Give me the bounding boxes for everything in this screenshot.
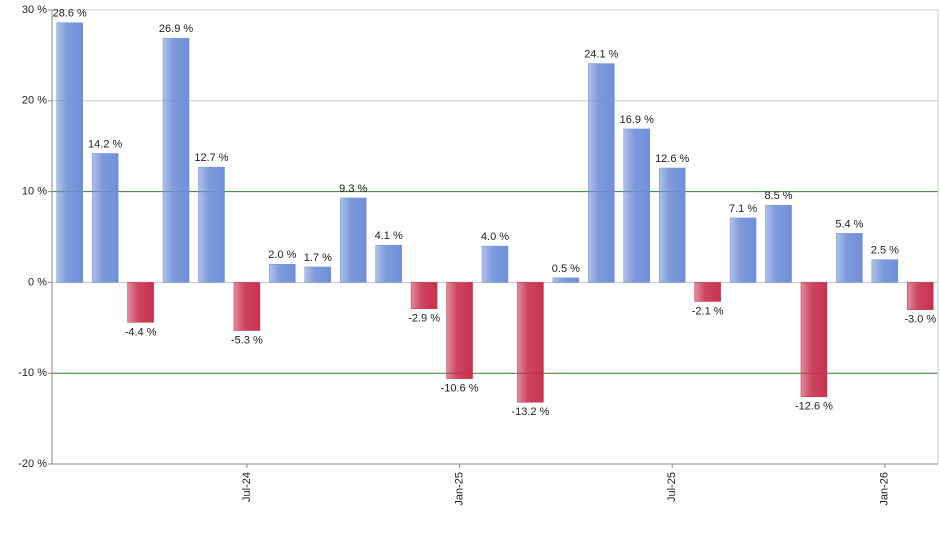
bar [127,282,154,323]
bar [694,282,721,302]
y-tick-label: 0 % [28,276,47,288]
data-label: 28.6 % [53,8,87,20]
bar [623,128,651,283]
data-label: -2.9 % [408,313,440,325]
data-label: 4.0 % [481,231,509,243]
bar [765,204,792,283]
y-tick-label: 10 % [22,186,47,198]
bar [304,266,332,283]
data-label: 2.0 % [268,249,296,261]
data-label: 14.2 % [88,138,122,150]
data-label: -2.1 % [692,305,724,317]
bar [339,197,367,283]
data-label: 26.9 % [159,23,193,35]
x-tick-label: Jan-26 [879,472,891,506]
data-label: 12.7 % [194,152,228,164]
bar [836,233,863,283]
bar [871,259,899,283]
data-label: 1.7 % [304,252,332,264]
y-tick-label: -20 % [18,458,47,470]
bar [552,277,580,283]
bar [56,22,83,283]
bar [588,63,615,283]
bar [162,37,190,283]
bar [446,282,473,379]
y-tick-label: -10 % [18,367,47,379]
bar [658,167,686,283]
bar [198,166,225,283]
data-label: 0.5 % [552,263,580,275]
data-label: 16.9 % [620,114,654,126]
data-label: -12.6 % [795,401,833,413]
bar [233,282,261,331]
bar [517,282,544,403]
data-label: 9.3 % [339,183,367,195]
data-label: 5.4 % [835,218,863,230]
data-label: -10.6 % [441,383,479,395]
bar [800,282,828,398]
bar [91,153,119,283]
data-label: -13.2 % [511,406,549,418]
y-tick-label: 20 % [22,95,47,107]
data-label: -5.3 % [231,334,263,346]
bar [907,282,934,310]
data-label: 24.1 % [584,48,618,60]
data-label: 7.1 % [729,203,757,215]
data-label: -3.0 % [904,314,936,326]
data-label: 8.5 % [764,190,792,202]
bar [269,263,296,283]
x-tick-label: Jul-25 [666,472,678,502]
x-tick-label: Jul-24 [241,472,253,502]
data-label: 4.1 % [375,230,403,242]
bar [481,245,509,283]
data-label: 2.5 % [871,245,899,257]
bar [729,217,757,283]
bar [375,244,402,283]
x-tick-label: Jan-25 [453,472,465,506]
y-tick-label: 30 % [22,4,47,16]
data-label: -4.4 % [125,326,157,338]
data-label: 12.6 % [655,153,689,165]
bar [410,282,438,309]
